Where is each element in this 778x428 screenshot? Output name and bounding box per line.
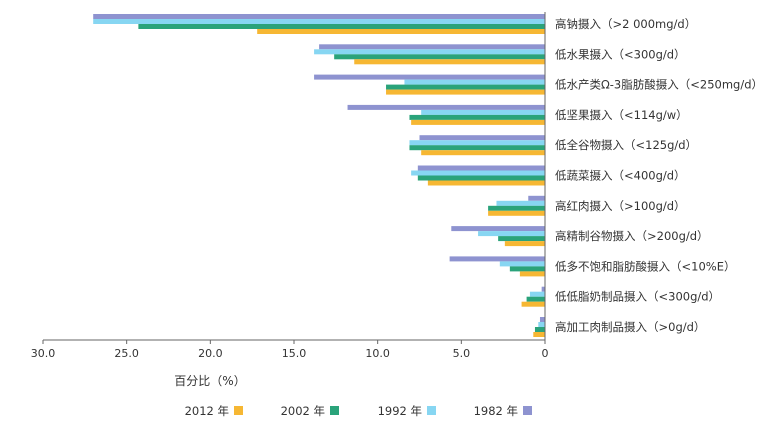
category-label: 高精制谷物摄入（>200g/d） (555, 229, 709, 243)
legend-label: 2012 年 (185, 404, 229, 418)
legend-swatch (523, 406, 532, 415)
bar-5-series-3 (409, 145, 545, 151)
bar-2-series-1 (319, 44, 545, 50)
bar-1-series-3 (138, 24, 545, 29)
category-label: 高加工肉制品摄入（>0g/d） (555, 320, 705, 334)
bar-1-series-1 (93, 14, 545, 19)
x-tick-label: 20.0 (198, 347, 223, 360)
bar-8-series-1 (451, 226, 545, 232)
axes-layer: 0 5.0 10.0 15.0 20.0 25.0 30.0 (31, 12, 549, 360)
category-label: 低低脂奶制品摄入（<300g/d） (555, 290, 720, 304)
x-tick-label: 15.0 (282, 347, 307, 360)
bar-5-series-2 (409, 140, 545, 146)
bar-2-series-4 (354, 59, 545, 65)
bar-7-series-4 (488, 210, 545, 216)
bar-8-series-3 (498, 236, 545, 242)
bar-10-series-4 (521, 301, 545, 307)
category-label: 高钠摄入（>2 000mg/d） (555, 17, 696, 31)
bar-8-series-4 (504, 241, 545, 247)
legend-swatch (427, 406, 436, 415)
bar-3-series-4 (386, 89, 545, 95)
bar-9-series-3 (509, 266, 545, 272)
bar-3-series-1 (314, 74, 545, 80)
bar-9-series-4 (519, 271, 545, 277)
bar-7-series-3 (488, 205, 545, 211)
legend-label: 1982 年 (474, 404, 518, 418)
bar-5-series-4 (421, 150, 545, 156)
bar-11-series-3 (534, 327, 545, 332)
bar-6-series-3 (417, 175, 545, 181)
bar-10-series-1 (541, 286, 545, 292)
legend-label: 2002 年 (281, 404, 325, 418)
category-label: 低多不饱和脂肪酸摄入（<10%E） (555, 259, 735, 273)
bar-10-series-3 (526, 296, 545, 302)
legend-swatch (330, 406, 339, 415)
category-labels: 高钠摄入（>2 000mg/d） 低水果摄入（<300g/d） 低水产类Ω-3脂肪酸… (555, 17, 763, 334)
x-tick-label: 30.0 (31, 347, 56, 360)
category-label: 高红肉摄入（>100g/d） (555, 199, 686, 213)
bar-5-series-1 (419, 135, 545, 141)
bar-3-series-3 (386, 84, 545, 90)
bar-3-series-2 (404, 79, 545, 85)
category-label: 低全谷物摄入（<125g/d） (555, 138, 697, 152)
bar-11-series-1 (539, 317, 545, 322)
x-axis-title: 百分比（%） (174, 374, 245, 388)
bar-2-series-3 (334, 54, 545, 60)
bar-11-series-2 (538, 322, 545, 327)
bar-4-series-3 (409, 114, 545, 120)
x-tick-label: 10.0 (365, 347, 390, 360)
bar-6-series-2 (411, 170, 545, 176)
bar-9-series-1 (449, 256, 545, 262)
x-tick-label: 5.0 (453, 347, 471, 360)
bar-6-series-4 (427, 180, 545, 186)
bar-4-series-1 (347, 104, 545, 110)
bar-7-series-2 (496, 200, 545, 206)
category-label: 低坚果摄入（<114g/w） (555, 108, 688, 122)
legend-label: 1992 年 (378, 404, 422, 418)
bar-2-series-2 (314, 49, 545, 55)
bar-4-series-2 (421, 109, 545, 115)
category-label: 低水果摄入（<300g/d） (555, 47, 686, 61)
bar-7-series-1 (528, 195, 545, 201)
x-tick-label: 0 (542, 347, 549, 360)
bar-4-series-4 (411, 119, 545, 125)
bar-8-series-2 (478, 231, 545, 237)
legend: 1982 年 1992 年 2002 年 2012 年 (185, 404, 532, 418)
bar-1-series-4 (257, 29, 545, 34)
legend-swatch (234, 406, 243, 415)
category-label: 低蔬菜摄入（<400g/d） (555, 169, 686, 183)
bar-9-series-2 (499, 261, 545, 267)
bar-1-series-2 (93, 19, 545, 24)
bar-10-series-2 (529, 291, 545, 297)
x-tick-label: 25.0 (114, 347, 139, 360)
bar-6-series-1 (417, 165, 545, 171)
bars-layer (93, 14, 545, 337)
bar-11-series-4 (533, 332, 545, 337)
category-label: 低水产类Ω-3脂肪酸摄入（<250mg/d） (555, 78, 763, 92)
